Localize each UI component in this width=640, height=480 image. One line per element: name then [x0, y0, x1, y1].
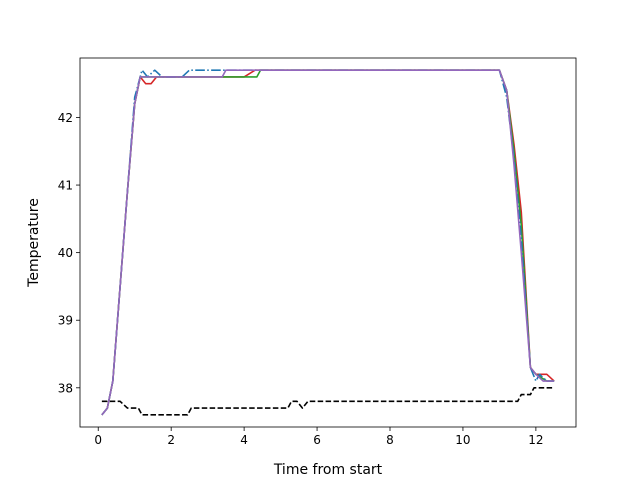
x-tick-label: 12	[528, 433, 543, 447]
y-tick-label: 40	[58, 246, 73, 260]
y-axis-ticks: 38 39 40 41 42	[58, 111, 80, 395]
y-tick-label: 38	[58, 381, 73, 395]
x-axis-title: Time from start	[273, 462, 383, 478]
y-tick-label: 39	[58, 314, 73, 328]
y-tick-label: 41	[58, 179, 73, 193]
y-tick-label: 42	[58, 111, 73, 125]
x-axis-ticks: 0 2 4 6 8 10 12	[94, 427, 544, 447]
x-tick-label: 6	[313, 433, 321, 447]
x-tick-label: 4	[240, 433, 248, 447]
plot-lines	[101, 69, 555, 416]
x-tick-label: 2	[167, 433, 175, 447]
plot-frame	[79, 57, 577, 428]
x-tick-label: 10	[455, 433, 470, 447]
y-axis-title: Temperature	[26, 198, 42, 288]
series-line-4	[101, 69, 555, 416]
series-line-5	[101, 386, 555, 416]
x-tick-label: 0	[94, 433, 102, 447]
x-tick-label: 8	[386, 433, 394, 447]
